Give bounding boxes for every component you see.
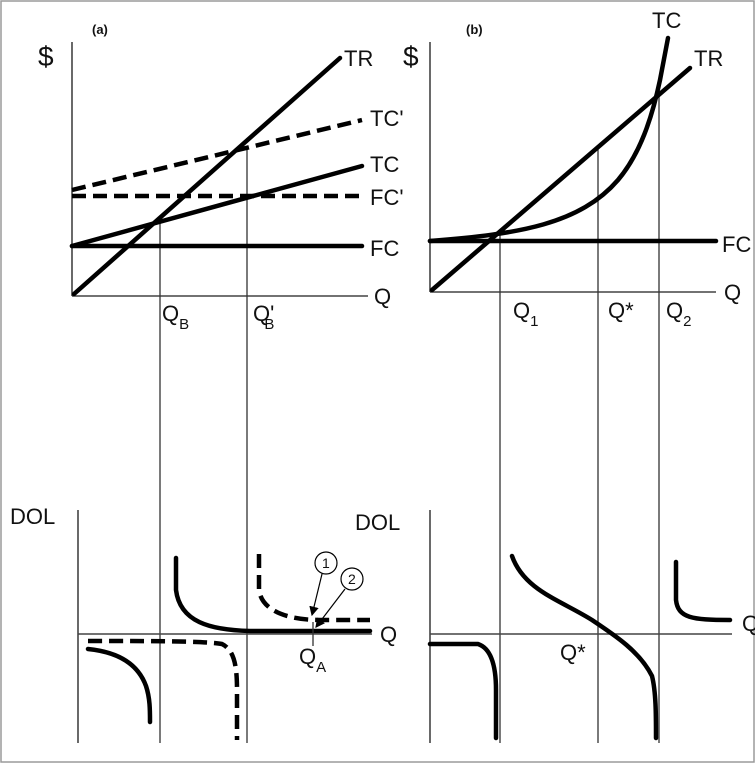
fc-label-b: FC: [722, 232, 751, 257]
fc-label: FC: [370, 236, 399, 261]
dol-b-y-axis-label: DOL: [355, 510, 400, 535]
callout-2-arrow: [315, 588, 346, 628]
dol-a-solid-right-branch: [173, 555, 373, 634]
panel-b-x-axis-label: Q: [724, 280, 741, 305]
q-star-label-b: Q*: [608, 298, 634, 323]
dol-b-chart: DOL Q Q*: [355, 510, 755, 743]
panel-a-chart: (a) $ Q TR TC' TC FC' FC QB Q'B: [38, 22, 404, 743]
q1-label: Q1: [513, 298, 538, 330]
callout-1-arrow: [309, 573, 323, 617]
tc-label-b: TC: [652, 8, 681, 33]
tc-prime-line: [71, 117, 363, 193]
panel-b-chart: (b) $ Q TC TR FC Q1 Q* Q2: [403, 8, 751, 743]
tc-line: [69, 163, 365, 249]
panel-a-y-axis-label: $: [38, 41, 54, 72]
dol-b-right-branch: [673, 559, 733, 623]
callout-2-label: 2: [348, 571, 356, 587]
callout-2-circle: [340, 567, 364, 591]
fc-prime-label: FC': [370, 185, 404, 210]
dol-a-y-axis-label: DOL: [10, 504, 55, 529]
tr-label: TR: [344, 46, 373, 71]
dol-a-x-axis-label: Q: [380, 622, 397, 647]
panel-a-x-axis-label: Q: [374, 284, 391, 309]
panel-a-tag: (a): [92, 22, 108, 37]
panel-b-tag: (b): [466, 22, 483, 37]
callout-1-label: 1: [322, 555, 330, 571]
q-a-label: QA: [299, 644, 326, 676]
tr-label-b: TR: [694, 46, 723, 71]
dol-b-middle-branch: [509, 553, 659, 741]
panel-b-y-axis-label: $: [403, 41, 419, 72]
tc-label: TC: [370, 152, 399, 177]
dol-b-left-branch: [427, 641, 499, 741]
q-b-label: QB: [162, 301, 189, 333]
callout-1-circle: [314, 551, 338, 575]
dol-a-solid-left-branch: [85, 646, 153, 725]
tc-prime-label: TC': [370, 106, 404, 131]
dol-a-dashed-left-branch: [87, 638, 240, 740]
tc-curve-b: [427, 35, 671, 244]
q2-label: Q2: [666, 298, 691, 330]
dol-a-chart: DOL Q QA 1 2: [10, 504, 397, 743]
q-b-prime-label: Q'B: [253, 301, 274, 333]
q-star-label-dol: Q*: [560, 640, 586, 665]
dol-b-x-axis-label: Q: [742, 611, 755, 636]
tr-line-b: [429, 65, 693, 293]
tr-line: [71, 55, 343, 297]
